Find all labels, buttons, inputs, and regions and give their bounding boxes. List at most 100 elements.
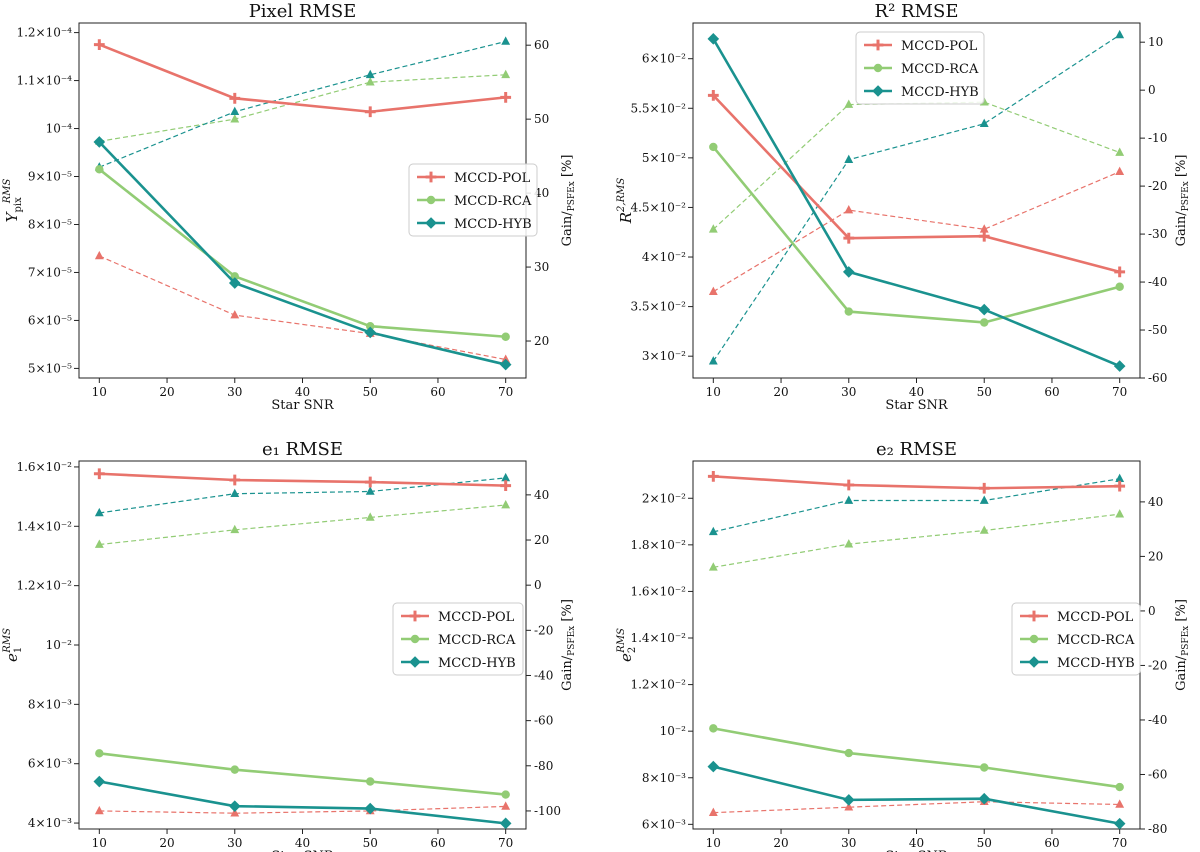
gain-marker-hyb — [1115, 29, 1125, 39]
gain-line-pol — [99, 805, 506, 814]
rmse-line-rca — [99, 752, 506, 796]
rmse-marker-pol — [500, 480, 512, 492]
gain-marker-rca — [708, 224, 718, 233]
rmse-marker-hyb — [228, 800, 241, 812]
x-tick-label: 30 — [227, 385, 242, 399]
x-tick-label: 50 — [977, 385, 992, 399]
y-tick-label: 1.8×10⁻² — [630, 538, 686, 552]
gain-line-pol — [713, 801, 1120, 814]
y-tick-label: 4.5×10⁻² — [630, 200, 686, 214]
y2-axis-label: Gain/PSFEx [%] — [560, 155, 577, 247]
rmse-marker-pol — [843, 479, 855, 491]
gain-marker-rca — [365, 512, 375, 521]
rmse-marker-pol — [978, 230, 990, 242]
gain-marker-rca — [230, 114, 240, 123]
gain-marker-rca — [501, 499, 511, 509]
rmse-marker-pol — [1114, 266, 1126, 278]
gain-marker-hyb — [844, 495, 854, 504]
y-axis-label: R2,RMS — [616, 178, 635, 225]
y-tick-label: 8×10⁻⁵ — [28, 217, 72, 231]
rmse-line-hyb — [99, 780, 506, 825]
legend-marker-pol — [1028, 610, 1040, 622]
gain-line-rca — [99, 74, 506, 142]
rmse-marker-pol — [364, 476, 376, 488]
gain-line-rca — [713, 513, 1120, 568]
y-tick-label: 2×10⁻² — [642, 491, 686, 505]
gain-marker-rca — [1115, 509, 1125, 518]
gain-marker-hyb — [708, 356, 718, 365]
rmse-marker-rca — [980, 318, 989, 327]
rmse-marker-hyb — [978, 792, 991, 805]
rmse-line-pol — [99, 472, 506, 487]
rmse-marker-hyb — [93, 775, 106, 788]
rmse-line-rca — [713, 727, 1120, 789]
gain-marker-hyb — [501, 472, 511, 482]
gain-marker-pol — [844, 205, 854, 214]
gain-marker-hyb — [501, 36, 511, 45]
rmse-marker-rca — [844, 748, 853, 758]
y-axis-label: YpixRMS — [2, 178, 24, 222]
x-tick-label: 60 — [1044, 836, 1059, 850]
rmse-marker-rca — [501, 332, 510, 341]
y2-tick-label: -20 — [1148, 658, 1167, 672]
y2-tick-label: 40 — [1148, 495, 1163, 509]
y2-tick-label: -40 — [1148, 713, 1167, 727]
x-tick-label: 20 — [159, 836, 174, 850]
legend-label-hyb: MCCD-HYB — [454, 217, 532, 232]
y-tick-label: 10⁻² — [46, 638, 73, 652]
legend-label-rca: MCCD-RCA — [438, 633, 516, 648]
x-axis-label: Star SNR — [271, 398, 335, 413]
gain-line-rca — [99, 504, 506, 546]
gain-marker-rca — [844, 539, 854, 548]
x-tick-label: 40 — [909, 836, 924, 850]
legend-label-pol: MCCD-POL — [1057, 610, 1134, 625]
rmse-line-rca — [712, 146, 1121, 324]
y2-tick-label: 40 — [534, 186, 549, 200]
gain-marker-pol — [844, 802, 854, 811]
y-tick-label: 10⁻² — [660, 724, 687, 738]
gain-line-hyb — [99, 40, 506, 168]
gain-marker-hyb — [230, 488, 240, 498]
legend-marker-hyb — [425, 217, 437, 229]
x-tick-label: 70 — [1112, 385, 1127, 399]
x-tick-label: 20 — [773, 385, 788, 399]
y2-tick-label: -60 — [534, 714, 553, 728]
x-tick-label: 20 — [159, 385, 174, 399]
rmse-marker-rca — [230, 765, 239, 774]
chart-title: e₂ RMSE — [876, 439, 957, 460]
rmse-marker-pol — [229, 474, 241, 486]
y2-tick-label: 20 — [534, 334, 549, 348]
rmse-marker-hyb — [1113, 360, 1126, 372]
x-tick-label: 70 — [498, 836, 513, 850]
legend-marker-pol — [409, 610, 421, 622]
gain-marker-hyb — [94, 507, 104, 517]
y-tick-label: 3.5×10⁻² — [630, 300, 686, 314]
y2-axis-label: Gain/PSFEx [%] — [560, 599, 577, 691]
legend-marker-pol — [425, 171, 437, 183]
y2-tick-label: 30 — [534, 260, 549, 274]
gain-marker-pol — [1115, 166, 1125, 176]
y2-tick-label: -40 — [1148, 275, 1167, 289]
legend-label-hyb: MCCD-HYB — [438, 656, 516, 671]
legend-label-hyb: MCCD-HYB — [901, 85, 979, 100]
y2-tick-label: -40 — [534, 668, 553, 682]
chart-panel-2: R² RMSE 10 20 30 40 50 60 70 Star SNR 3×10⁻² 3.5×1… — [616, 1, 1191, 413]
gain-marker-rca — [230, 524, 240, 534]
rmse-marker-pol — [843, 232, 855, 244]
y2-tick-label: 0 — [534, 578, 542, 592]
y2-tick-label: -30 — [1148, 227, 1167, 241]
rmse-marker-hyb — [499, 817, 512, 830]
x-tick-label: 30 — [841, 836, 856, 850]
y-tick-label: 9×10⁻⁵ — [28, 170, 72, 184]
y-tick-label: 1.4×10⁻² — [16, 519, 72, 533]
rmse-marker-hyb — [978, 303, 991, 316]
rmse-line-hyb — [712, 38, 1121, 368]
chart-panel-1: Pixel RMSE 10 20 30 40 50 60 70 Star SNR 5×10⁻⁵ 6×… — [2, 1, 577, 413]
rmse-marker-hyb — [842, 266, 855, 278]
legend-label-rca: MCCD-RCA — [1057, 633, 1135, 648]
legend: MCCD-POL MCCD-RCA MCCD-HYB — [1011, 602, 1141, 676]
gain-marker-rca — [708, 562, 718, 571]
legend-marker-hyb — [1028, 656, 1040, 668]
x-tick-label: 40 — [909, 385, 924, 399]
gain-marker-hyb — [230, 106, 240, 116]
